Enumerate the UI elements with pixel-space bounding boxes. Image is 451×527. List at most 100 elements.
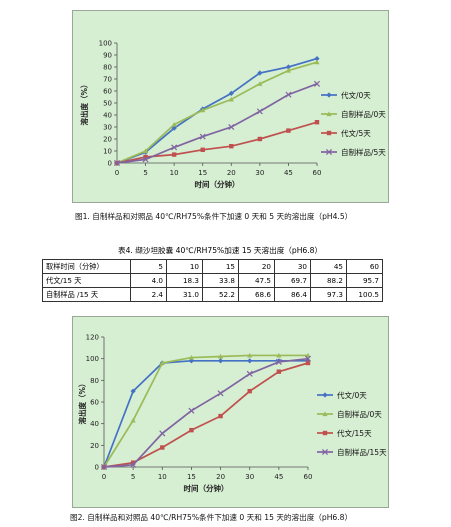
x-tick-label: 45 (284, 169, 293, 177)
y-tick-label: 60 (103, 88, 112, 96)
dissolution-chart-ph68: 0 20 40 60 80 100 120 0 5 10 15 20 30 45 60 时间（分钟） 溶出度（%… (72, 316, 389, 508)
data-point (217, 358, 224, 364)
data-point (285, 91, 292, 98)
data-point (304, 355, 312, 362)
table-cell: 2.4 (130, 287, 167, 302)
data-point (130, 461, 137, 468)
legend-label: 代文/5天 (341, 128, 371, 138)
y-tick-label: 80 (90, 377, 99, 385)
legend-label: 代文/15天 (337, 428, 372, 438)
table-cell: 31.0 (166, 287, 203, 302)
dissolution-chart-ph45: 0 10 20 30 40 50 60 70 80 90 100 0 5 10 15 20 30 45 60 时间（分… (72, 10, 389, 203)
x-tick-label: 60 (304, 473, 313, 481)
data-point (218, 413, 223, 419)
table-cell: 100.5 (346, 287, 383, 302)
data-point (247, 352, 253, 358)
series-line (103, 357, 309, 468)
data-point (276, 369, 282, 374)
dissolution-table: 取样时间（分钟） 5 10 15 20 30 45 60 代文/15 天 4.0 18.3 33.8 4… (42, 259, 383, 302)
data-point (189, 427, 194, 433)
x-tick-label: 10 (170, 169, 179, 177)
y-tick-label: 40 (90, 420, 99, 428)
x-tick-label: 30 (245, 473, 254, 481)
data-point (314, 56, 320, 62)
legend-label: 自制样品/15天 (337, 447, 387, 457)
table-title: 表4. 缬沙坦胶囊 40℃/RH75%加速 15 天溶出度（pH6.8） (118, 246, 323, 255)
series-line (116, 61, 318, 164)
x-tick-label: 10 (158, 473, 167, 481)
legend-label: 代文/0天 (337, 390, 367, 400)
legend-marker (326, 130, 332, 136)
table-header-row: 取样时间（分钟） 5 10 15 20 30 45 60 (42, 259, 383, 274)
table-header-cell: 60 (346, 259, 383, 274)
x-axis-title: 时间（分钟） (184, 483, 229, 493)
data-point (200, 107, 206, 113)
y-tick-label: 80 (103, 64, 112, 72)
data-point (285, 68, 292, 73)
table-cell: 95.7 (346, 273, 383, 288)
data-point (159, 430, 166, 437)
x-axis-title: 时间（分钟） (195, 179, 240, 189)
table-cell: 33.8 (202, 273, 239, 288)
x-tick-label: 20 (227, 169, 236, 177)
table-cell: 68.6 (238, 287, 275, 302)
x-tick-label: 45 (274, 473, 283, 481)
x-tick-label: 60 (313, 169, 322, 177)
data-point (171, 125, 177, 131)
data-point (275, 358, 282, 365)
legend-marker (322, 392, 328, 398)
data-point (130, 460, 136, 465)
legend-label: 自制样品/0天 (341, 109, 386, 119)
y-tick-label: 20 (103, 136, 112, 144)
table-cell: 97.3 (310, 287, 347, 302)
data-point (305, 360, 311, 366)
chart2-svg: 0 20 40 60 80 100 120 0 5 10 15 20 30 45 60 时间（分钟） 溶出度（%… (77, 334, 387, 494)
data-point (305, 352, 311, 358)
y-tick-label: 20 (90, 442, 99, 450)
y-tick-label: 50 (103, 100, 112, 108)
data-point (199, 133, 206, 140)
data-point (142, 148, 149, 154)
series-line (116, 57, 318, 164)
data-point (314, 59, 320, 65)
data-point (286, 128, 291, 133)
data-point (143, 154, 148, 160)
data-point (159, 360, 165, 366)
table-cell: 52.2 (202, 287, 239, 302)
legend-label: 自制样品/0天 (337, 409, 382, 419)
y-tick-label: 90 (103, 52, 112, 60)
series-line (103, 359, 308, 468)
x-tick-label: 0 (115, 169, 119, 177)
data-point (313, 80, 321, 87)
y-tick-label: 10 (103, 148, 112, 156)
y-tick-label: 0 (95, 464, 99, 472)
legend-label: 代文/0天 (341, 90, 371, 100)
y-tick-label: 100 (86, 355, 99, 363)
legend-label: 自制样品/5天 (341, 147, 386, 157)
table-row: 自制样品 /15 天 2.4 31.0 52.2 68.6 86.4 97.3 100.5 (42, 287, 383, 302)
data-point (200, 147, 205, 152)
y-tick-label: 60 (90, 399, 99, 407)
series-line (116, 83, 318, 164)
table-header-label: 取样时间（分钟） (42, 259, 131, 274)
table-row: 代文/15 天 4.0 18.3 33.8 47.5 69.7 88.2 95.7 (42, 273, 383, 288)
y-tick-label: 40 (103, 112, 112, 120)
chart1-svg: 0 10 20 30 40 50 60 70 80 90 100 0 5 10 15 20 30 45 60 时间（分… (79, 40, 386, 190)
series-line (103, 354, 308, 468)
data-point (247, 388, 252, 394)
table-row-label: 自制样品 /15 天 (42, 287, 131, 302)
x-tick-label: 20 (216, 473, 225, 481)
table-header-cell: 20 (238, 259, 275, 274)
table-row-label: 代文/15 天 (42, 273, 131, 288)
table-cell: 88.2 (310, 273, 347, 288)
x-tick-label: 15 (187, 473, 196, 481)
table-header-cell: 5 (130, 259, 167, 274)
data-point (113, 159, 121, 167)
data-point (217, 390, 224, 397)
data-point (247, 358, 253, 364)
table-header-cell: 30 (274, 259, 311, 274)
data-point (188, 407, 195, 414)
x-tick-label: 15 (198, 169, 207, 177)
x-tick-label: 30 (255, 169, 264, 177)
data-point (246, 370, 253, 377)
